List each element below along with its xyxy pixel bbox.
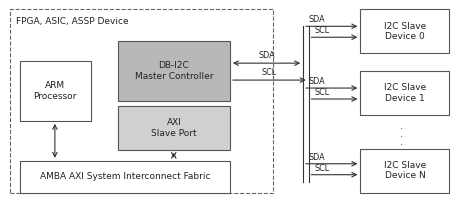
Text: SCL: SCL <box>313 88 329 97</box>
Bar <box>359 9 448 53</box>
Text: SDA: SDA <box>308 15 325 24</box>
Bar <box>359 149 448 193</box>
Text: SCL: SCL <box>261 68 276 77</box>
Text: .: . <box>399 122 402 131</box>
Text: I2C Slave
Device 0: I2C Slave Device 0 <box>383 22 425 41</box>
Text: SCL: SCL <box>313 26 329 35</box>
Text: .: . <box>399 138 402 147</box>
Text: FPGA, ASIC, ASSP Device: FPGA, ASIC, ASSP Device <box>17 17 129 26</box>
Text: ARM
Processor: ARM Processor <box>34 81 77 101</box>
Text: DB-I2C
Master Controller: DB-I2C Master Controller <box>134 61 213 81</box>
Text: I2C Slave
Device 1: I2C Slave Device 1 <box>383 83 425 103</box>
Text: SCL: SCL <box>313 164 329 173</box>
Text: AMBA AXI System Interconnect Fabric: AMBA AXI System Interconnect Fabric <box>39 172 210 181</box>
Bar <box>359 71 448 115</box>
Bar <box>20 161 230 193</box>
Text: SDA: SDA <box>308 77 325 86</box>
Text: SDA: SDA <box>257 51 274 60</box>
Bar <box>118 41 230 101</box>
Text: AXI
Slave Port: AXI Slave Port <box>151 118 196 138</box>
Text: SDA: SDA <box>308 153 325 162</box>
Bar <box>10 9 272 193</box>
Bar <box>118 106 230 150</box>
Text: I2C Slave
Device N: I2C Slave Device N <box>383 161 425 180</box>
Bar <box>20 61 90 121</box>
Text: .: . <box>399 130 402 139</box>
